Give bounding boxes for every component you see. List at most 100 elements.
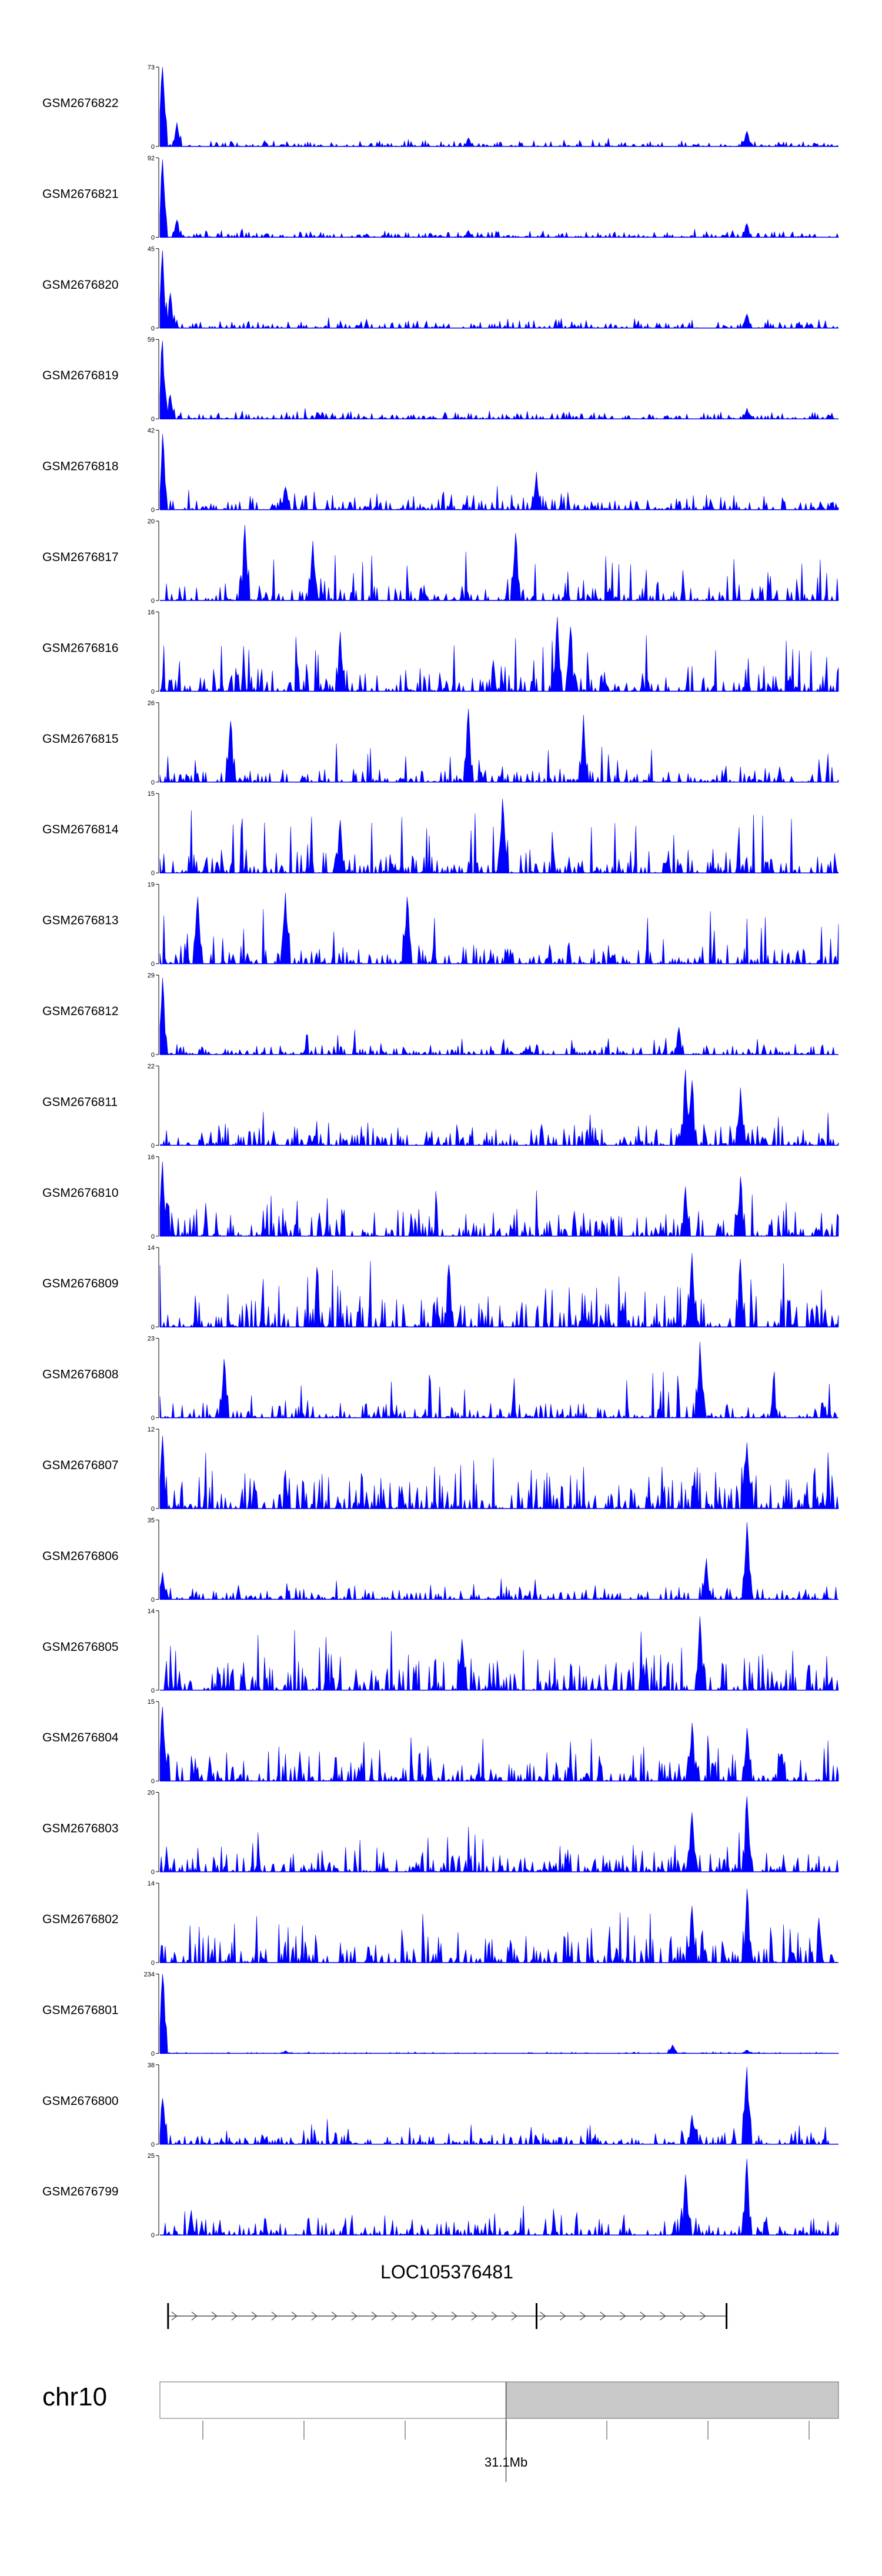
strand-arrow-icon — [640, 2311, 646, 2321]
track-name-label: GSM2676817 — [42, 550, 119, 564]
y-max-tick-label: 26 — [148, 700, 155, 707]
track-GSM2676812: GSM2676812 29 0 — [42, 972, 838, 1059]
track-GSM2676815: GSM2676815 26 0 — [42, 700, 839, 786]
track-GSM2676801: GSM2676801 234 0 — [42, 1971, 839, 2057]
strand-arrow-icon — [191, 2311, 198, 2321]
track-GSM2676802: GSM2676802 14 0 — [42, 1880, 838, 1967]
strand-arrow-icon — [431, 2311, 437, 2321]
chromosome-highlight-band — [505, 2381, 839, 2419]
track-GSM2676805: GSM2676805 14 0 — [42, 1608, 839, 1694]
gene-name-label: LOC105376481 — [380, 2261, 513, 2283]
y-min-tick-label: 0 — [151, 961, 155, 968]
track-name-label: GSM2676812 — [42, 1005, 119, 1018]
coverage-area — [159, 66, 839, 148]
track-name-label: GSM2676813 — [42, 914, 119, 927]
y-max-tick-label: 14 — [148, 1880, 155, 1887]
track-name-label: GSM2676811 — [42, 1095, 118, 1109]
y-min-tick-label: 0 — [151, 1052, 155, 1059]
track-name-label: GSM2676800 — [42, 2094, 119, 2108]
track-name-label: GSM2676806 — [42, 1549, 119, 1563]
y-max-tick-label: 234 — [144, 1971, 155, 1978]
coverage-area — [159, 434, 839, 510]
y-max-tick-label: 29 — [148, 972, 155, 979]
strand-arrow-icon — [251, 2311, 258, 2321]
track-name-label: GSM2676822 — [42, 96, 119, 110]
y-max-tick-label: 15 — [148, 790, 155, 798]
track-GSM2676811: GSM2676811 22 0 — [42, 1063, 839, 1149]
strand-arrow-icon — [371, 2311, 377, 2321]
y-max-tick-label: 38 — [148, 2062, 155, 2069]
strand-arrow-icon — [491, 2311, 497, 2321]
track-GSM2676809: GSM2676809 14 0 — [42, 1244, 839, 1331]
coverage-area — [159, 799, 839, 874]
coverage-area — [159, 892, 839, 965]
coverage-area — [159, 616, 839, 692]
track-GSM2676814: GSM2676814 15 0 — [42, 790, 839, 877]
track-GSM2676799: GSM2676799 25 0 — [42, 2153, 839, 2239]
strand-arrow-icon — [540, 2311, 546, 2321]
track-GSM2676821: GSM2676821 92 0 — [42, 155, 839, 241]
track-GSM2676816: GSM2676816 16 0 — [42, 609, 839, 695]
track-name-label: GSM2676802 — [42, 1913, 119, 1926]
strand-arrow-icon — [411, 2311, 417, 2321]
track-GSM2676804: GSM2676804 15 0 — [42, 1699, 839, 1785]
y-min-tick-label: 0 — [151, 1687, 155, 1694]
track-name-label: GSM2676815 — [42, 732, 119, 746]
coverage-area — [159, 709, 839, 783]
track-name-label: GSM2676814 — [42, 823, 119, 836]
track-name-label: GSM2676801 — [42, 2003, 119, 2017]
y-min-tick-label: 0 — [151, 2141, 155, 2148]
y-min-tick-label: 0 — [151, 1233, 155, 1240]
track-GSM2676807: GSM2676807 12 0 — [42, 1426, 839, 1513]
y-max-tick-label: 15 — [148, 1699, 155, 1706]
track-GSM2676818: GSM2676818 42 0 — [42, 428, 839, 514]
coverage-area — [159, 1253, 839, 1328]
coverage-area — [159, 159, 839, 238]
y-min-tick-label: 0 — [151, 234, 155, 241]
y-min-tick-label: 0 — [151, 1960, 155, 1967]
track-GSM2676803: GSM2676803 20 0 — [42, 1790, 839, 1876]
coverage-area — [160, 1616, 839, 1691]
y-min-tick-label: 0 — [151, 325, 155, 332]
track-GSM2676810: GSM2676810 16 0 — [42, 1154, 839, 1240]
track-GSM2676808: GSM2676808 23 0 — [42, 1336, 838, 1422]
y-min-tick-label: 0 — [151, 2050, 155, 2057]
strand-arrow-icon — [560, 2311, 566, 2321]
y-min-tick-label: 0 — [151, 144, 155, 151]
y-min-tick-label: 0 — [151, 1415, 155, 1422]
track-name-label: GSM2676805 — [42, 1640, 119, 1654]
y-max-tick-label: 25 — [148, 2153, 155, 2160]
coverage-area — [159, 1796, 839, 1873]
chromosome-ideogram: chr10 31.1Mb — [42, 2381, 839, 2482]
y-min-tick-label: 0 — [151, 507, 155, 514]
coverage-area — [160, 2158, 839, 2236]
genomic-position-label: 31.1Mb — [485, 2455, 527, 2470]
y-min-tick-label: 0 — [151, 1596, 155, 1603]
y-min-tick-label: 0 — [151, 1778, 155, 1785]
track-name-label: GSM2676804 — [42, 1731, 119, 1744]
coverage-area — [159, 1069, 839, 1146]
y-min-tick-label: 0 — [151, 416, 155, 423]
track-GSM2676800: GSM2676800 38 0 — [42, 2062, 839, 2148]
track-name-label: GSM2676810 — [42, 1186, 119, 1200]
coverage-area — [159, 1436, 839, 1510]
strand-arrow-icon — [511, 2311, 517, 2321]
y-min-tick-label: 0 — [151, 2232, 155, 2239]
y-max-tick-label: 59 — [148, 336, 155, 343]
strand-arrow-icon — [351, 2311, 358, 2321]
strand-arrow-icon — [171, 2311, 178, 2321]
coverage-area — [159, 525, 839, 602]
strand-arrow-icon — [700, 2311, 706, 2321]
track-name-label: GSM2676820 — [42, 278, 119, 292]
track-GSM2676817: GSM2676817 20 0 — [42, 518, 839, 605]
strand-arrow-icon — [211, 2311, 218, 2321]
coverage-area — [159, 1522, 838, 1600]
track-name-label: GSM2676808 — [42, 1368, 119, 1382]
strand-arrow-icon — [660, 2311, 666, 2321]
coverage-area — [159, 341, 839, 420]
coverage-area — [159, 1162, 839, 1237]
track-GSM2676813: GSM2676813 19 0 — [42, 882, 839, 968]
strand-arrow-icon — [680, 2311, 686, 2321]
track-name-label: GSM2676818 — [42, 460, 119, 473]
